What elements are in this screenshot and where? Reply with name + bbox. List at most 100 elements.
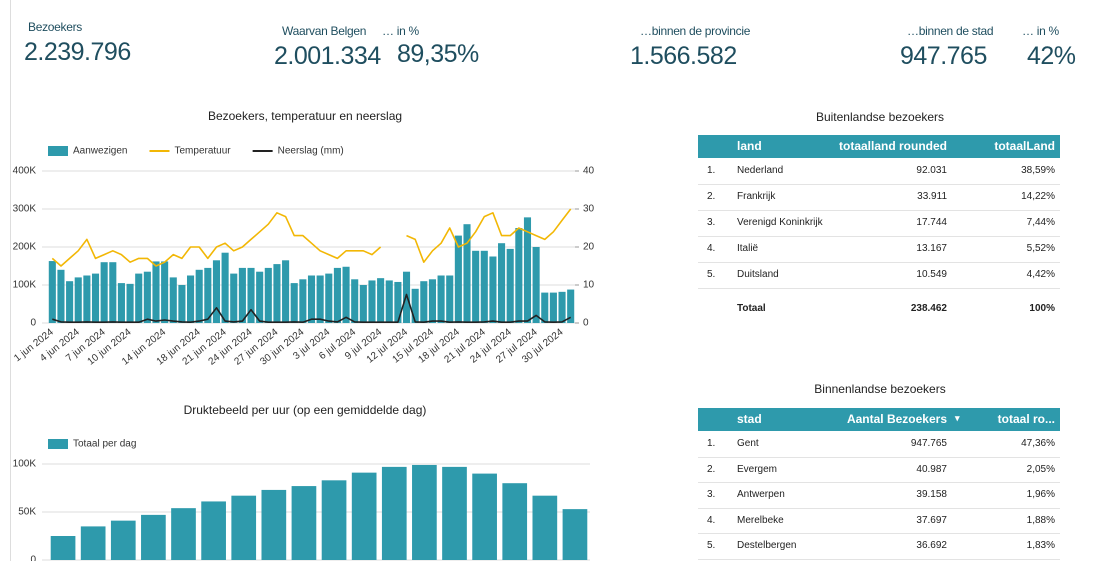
bar: [143, 271, 151, 323]
chart: Druktebeeld per uur (op een gemiddelde d…: [13, 403, 590, 561]
bar: [195, 269, 203, 323]
y-tick-label: 400K: [13, 166, 37, 177]
legend-swatch: [48, 439, 68, 449]
bar: [351, 472, 377, 560]
kpi-value: 2.001.334: [274, 42, 381, 70]
kpi-label: … in %: [1022, 24, 1059, 38]
bar: [231, 495, 257, 560]
y-tick-label: 0: [30, 555, 36, 561]
bar: [291, 486, 317, 560]
column-header: land: [737, 139, 762, 153]
kpi-value: 947.765: [900, 42, 987, 70]
table-cell: 13.167: [916, 243, 947, 254]
table-cell: 1,96%: [1026, 489, 1055, 501]
bar: [502, 483, 528, 560]
sort-arrow: ▾: [955, 413, 960, 423]
bar: [381, 466, 407, 560]
bar: [454, 235, 462, 323]
legend-label: Totaal per dag: [73, 439, 136, 450]
table-cell: 2.: [707, 191, 716, 202]
bar: [402, 271, 411, 323]
bar: [273, 264, 281, 323]
bar: [377, 278, 385, 323]
bar: [290, 283, 298, 323]
bar: [321, 480, 347, 560]
table-cell: 4.: [707, 514, 716, 526]
table-cell: 5.: [707, 540, 716, 552]
y-tick-label: 100K: [13, 280, 37, 291]
table-title: Binnenlandse bezoekers: [814, 382, 946, 396]
bar: [282, 260, 290, 323]
kpi-value: 2.239.796: [24, 38, 131, 66]
bar: [100, 262, 108, 323]
chart: Bezoekers, temperatuur en neerslag 0 100K 2…: [12, 109, 595, 367]
bar: [126, 283, 134, 323]
y2-tick-label: 20: [583, 242, 595, 253]
bar: [351, 279, 359, 323]
table-cell: Nederland: [737, 165, 784, 176]
table-cell: Verenigd Koninkrijk: [737, 217, 823, 228]
table-header: [698, 408, 1060, 431]
table-cell: 1,88%: [1026, 514, 1055, 526]
table-cell: 3.: [707, 489, 716, 501]
bar: [359, 285, 367, 323]
bar: [141, 514, 166, 560]
bar: [256, 271, 264, 323]
bar: [80, 526, 106, 560]
kpi-value: 42%: [1027, 42, 1076, 70]
chart-title: Bezoekers, temperatuur en neerslag: [208, 109, 402, 123]
table-cell: 33.911: [917, 191, 947, 202]
bar: [261, 489, 287, 560]
kpi-label: Bezoekers: [28, 20, 82, 34]
table-cell: 38,59%: [1021, 165, 1055, 176]
bar: [442, 466, 467, 560]
row-divider: [698, 184, 1060, 185]
bar: [48, 261, 56, 323]
table-cell: Merelbeke: [737, 514, 784, 526]
y-tick-label: 0: [30, 318, 36, 329]
table-cell: Evergem: [737, 463, 778, 475]
y2-tick-label: 30: [583, 204, 595, 215]
kpi-value: 1.566.582: [630, 42, 737, 70]
line: [52, 293, 572, 323]
bar: [135, 273, 143, 323]
legend-label: Neerslag (mm): [278, 146, 344, 157]
bar: [161, 261, 169, 323]
row-divider: [698, 507, 1060, 509]
table-cell: Destelbergen: [737, 540, 797, 552]
y-tick-label: 100K: [13, 459, 37, 470]
table-cell: 10.549: [916, 269, 947, 280]
bar: [411, 288, 419, 323]
table-cell: 47,36%: [1021, 438, 1055, 449]
row-divider: [698, 533, 1060, 535]
table-cell: 5.: [707, 269, 716, 280]
table-cell: 4,42%: [1026, 269, 1055, 280]
bar: [110, 520, 136, 560]
kpi-label: …binnen de stad: [907, 24, 994, 38]
bar: [420, 281, 428, 323]
bar: [562, 509, 588, 560]
bar: [201, 501, 226, 560]
bar: [394, 281, 402, 323]
bar: [109, 262, 117, 323]
bar: [428, 279, 436, 323]
bar: [264, 267, 272, 323]
bar: [212, 260, 221, 323]
bar: [178, 285, 186, 323]
bar: [333, 267, 341, 323]
bar: [91, 273, 100, 323]
bar: [74, 277, 82, 323]
table-title: Buitenlandse bezoekers: [815, 110, 945, 124]
bar: [307, 275, 316, 323]
bar: [230, 273, 238, 323]
bar: [532, 495, 558, 560]
column-header: totaal ro...: [997, 412, 1055, 426]
bar: [187, 275, 195, 323]
bar: [489, 256, 497, 323]
table-cell: Antwerpen: [737, 489, 785, 501]
row-divider: [698, 236, 1060, 237]
table-cell: 36.692: [916, 540, 947, 552]
bar: [523, 217, 532, 323]
table-cell: 1.: [707, 438, 716, 449]
bar: [472, 250, 480, 323]
